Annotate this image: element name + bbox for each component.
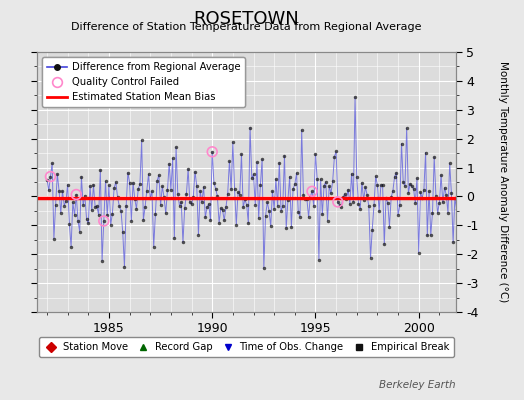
Point	[46, 173, 54, 180]
Legend: Difference from Regional Average, Quality Control Failed, Estimated Station Mean: Difference from Regional Average, Qualit…	[42, 57, 245, 107]
Y-axis label: Monthly Temperature Anomaly Difference (°C): Monthly Temperature Anomaly Difference (…	[498, 61, 508, 303]
Point	[208, 149, 216, 155]
Point	[72, 191, 81, 198]
Point	[308, 188, 316, 194]
Legend: Station Move, Record Gap, Time of Obs. Change, Empirical Break: Station Move, Record Gap, Time of Obs. C…	[39, 337, 454, 357]
Point	[334, 199, 342, 205]
Text: Berkeley Earth: Berkeley Earth	[379, 380, 456, 390]
Text: ROSETOWN: ROSETOWN	[193, 10, 299, 28]
Text: Difference of Station Temperature Data from Regional Average: Difference of Station Temperature Data f…	[71, 22, 421, 32]
Point	[100, 218, 108, 224]
